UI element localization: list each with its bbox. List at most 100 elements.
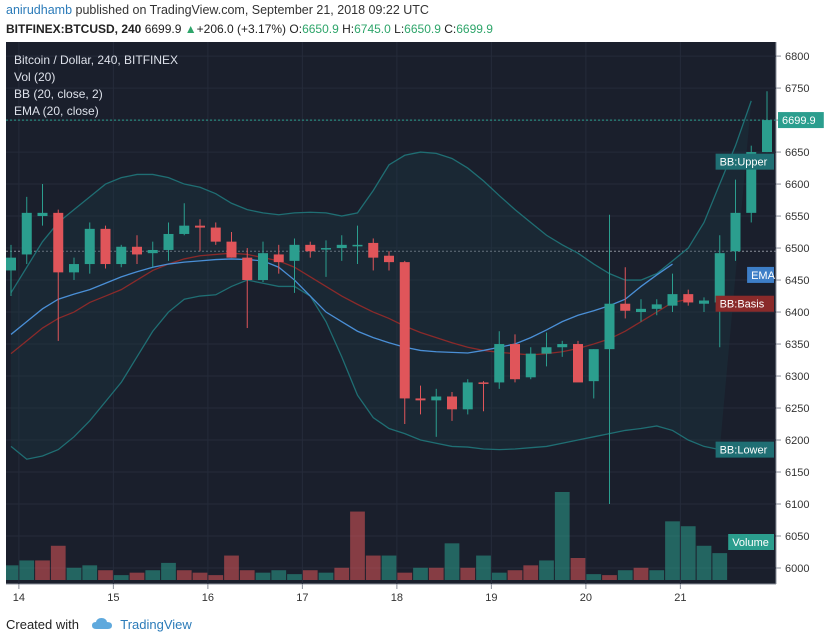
- candle-body: [163, 233, 174, 250]
- bb-upper-tag-bg: [715, 153, 774, 170]
- candles: [6, 91, 772, 505]
- volume-bar: [113, 575, 129, 580]
- publish-header: anirudhamb published on TradingView.com,…: [6, 3, 429, 17]
- price-tick-label: 6150: [785, 467, 809, 479]
- volume-bar: [696, 545, 712, 580]
- bb-basis-tag: BB:Basis: [720, 299, 765, 311]
- bb-lower-tag-bg: [715, 441, 774, 458]
- volume-bar: [523, 565, 539, 580]
- price-tick-label: 6450: [785, 275, 809, 287]
- legend-ema: EMA (20, close): [14, 104, 99, 118]
- ema-tag: EMA: [751, 270, 776, 282]
- candle-body: [557, 344, 568, 348]
- volume-bar: [98, 570, 113, 580]
- volume-bar: [192, 572, 208, 580]
- volume-bar: [570, 558, 586, 580]
- ema-line: [10, 258, 673, 354]
- volume-bar: [287, 574, 302, 580]
- price-chart[interactable]: 6000 6050 6100 6150 6200 6250 6300 6350 6400 6450…: [3, 42, 824, 608]
- volume-bar: [350, 511, 365, 580]
- candle-body: [762, 120, 772, 153]
- volume-bar: [224, 555, 239, 580]
- time-tick-label: 19: [485, 592, 497, 604]
- candle-body: [447, 396, 457, 410]
- time-tick-label: 14: [13, 592, 25, 604]
- candle-body: [368, 242, 379, 258]
- volume-bar: [507, 570, 523, 580]
- ohlc-header: BITFINEX:BTCUSD, 240 6699.9 ▲+206.0 (+3.…: [6, 22, 493, 36]
- candle-body: [6, 257, 16, 271]
- candle-body: [84, 228, 95, 265]
- volume-bar: [554, 492, 570, 580]
- time-axis[interactable]: [6, 584, 776, 608]
- time-tick-label: 20: [580, 592, 592, 604]
- volume-bar: [397, 572, 413, 580]
- price-tick-label: 6250: [785, 403, 809, 415]
- volume-bar: [602, 575, 617, 580]
- price-axis[interactable]: [776, 42, 824, 608]
- candle-body: [384, 255, 394, 263]
- author-link[interactable]: anirudhamb: [6, 3, 73, 17]
- price-tick-label: 6350: [785, 339, 809, 351]
- change-value: +206.0 (+3.17%): [196, 22, 287, 36]
- last-price: 6699.9: [144, 22, 182, 36]
- candle-body: [746, 152, 757, 213]
- time-ticks: 14 15 16 17 18 19 20 21: [13, 584, 687, 604]
- candle-body: [588, 349, 599, 382]
- axis-tags: 6699.9 BB:Upper EMA BB:Basis BB:Lower Volume: [715, 112, 824, 550]
- candle-body: [100, 228, 111, 265]
- volume-bars: [3, 492, 728, 580]
- price-tick-label: 6800: [785, 51, 809, 63]
- candle-body: [431, 396, 442, 401]
- time-tick-label: 18: [391, 592, 403, 604]
- close-label: C:: [444, 22, 457, 36]
- time-tick-label: 16: [202, 592, 214, 604]
- candle-body: [336, 244, 347, 249]
- candle-body: [620, 303, 631, 311]
- volume-bar: [145, 570, 161, 580]
- price-tick-label: 6050: [785, 531, 809, 543]
- volume-bar: [208, 575, 224, 580]
- tradingview-link[interactable]: TradingView: [120, 617, 192, 632]
- volume-bar: [50, 545, 66, 580]
- candle-body: [321, 248, 331, 250]
- volume-bar: [444, 543, 460, 580]
- candle-body: [636, 308, 646, 313]
- candle-body: [242, 257, 253, 281]
- volume-tag-bg: [728, 534, 774, 550]
- candle-body: [604, 303, 615, 350]
- bb-upper-tag: BB:Upper: [720, 157, 768, 169]
- time-tick-label: 17: [296, 592, 308, 604]
- candle-body: [116, 246, 127, 265]
- volume-bar: [302, 570, 318, 580]
- candle-body: [305, 244, 316, 252]
- chart-container[interactable]: 6000 6050 6100 6150 6200 6250 6300 6350 6400 6450…: [3, 42, 824, 608]
- volume-bar: [381, 555, 397, 580]
- volume-bar: [712, 553, 728, 580]
- volume-bar: [539, 560, 554, 580]
- price-tick-label: 6000: [785, 563, 809, 575]
- candle-body: [699, 300, 709, 304]
- symbol-label: BITFINEX:BTCUSD, 240: [6, 22, 142, 36]
- volume-bar: [129, 572, 145, 580]
- price-tick-label: 6650: [785, 147, 809, 159]
- price-tick-label: 6600: [785, 179, 809, 191]
- legend-title: Bitcoin / Dollar, 240, BITFINEX: [14, 53, 178, 67]
- volume-bar: [255, 572, 271, 580]
- candle-body: [651, 304, 662, 309]
- volume-bar: [460, 567, 476, 580]
- volume-bar: [161, 562, 176, 580]
- candle-body: [195, 225, 205, 228]
- price-marker-tag: 6699.9: [782, 115, 816, 127]
- volume-bar: [476, 555, 491, 580]
- volume-bar: [491, 572, 507, 580]
- volume-bar: [617, 570, 633, 580]
- candle-body: [462, 382, 473, 410]
- candle-body: [69, 264, 79, 273]
- volume-bar: [365, 555, 381, 580]
- close-value: 6699.9: [456, 22, 493, 36]
- bb-lower-tag: BB:Lower: [720, 445, 768, 457]
- price-tick-label: 6300: [785, 371, 809, 383]
- candle-body: [147, 249, 158, 254]
- created-with: Created with: [6, 617, 79, 632]
